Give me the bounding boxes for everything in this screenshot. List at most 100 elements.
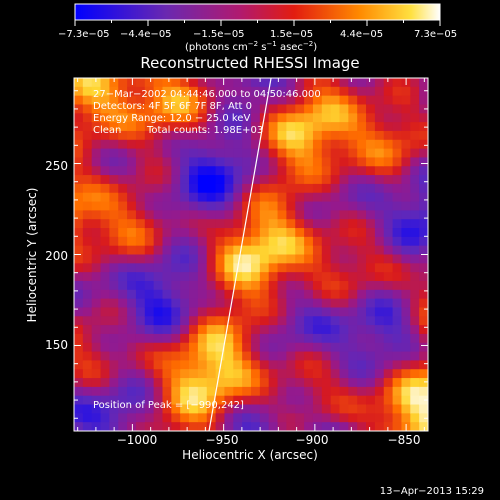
heatmap-cell [330,228,341,238]
heatmap-cell [197,369,208,379]
heatmap-cell [109,245,119,256]
colorbar-tick-5: 4.4e−05 [340,29,383,40]
heatmap-cell [233,325,243,335]
heatmap-cell [392,192,403,203]
heatmap-cell [82,386,93,397]
heatmap-cell [295,289,305,300]
heatmap-cell [304,113,314,123]
heatmap-cell [357,113,367,123]
heatmap-cell [153,280,164,291]
heatmap-cell [82,139,93,150]
heatmap-cell [109,201,119,211]
heatmap-cell [100,236,110,247]
heatmap-cell [242,157,252,167]
heatmap-cell [304,166,314,176]
heatmap-cell [295,272,305,282]
heatmap-cell [127,245,137,256]
heatmap-cell [109,280,119,291]
heatmap-cell [91,210,102,220]
heatmap-cell [74,280,84,291]
heatmap-cell [401,236,411,247]
heatmap-cell [348,201,358,211]
heatmap-cell [357,316,367,326]
heatmap-cell [118,236,128,247]
heatmap-cell [392,104,403,114]
heatmap-cell [233,369,243,379]
heatmap-cell [109,307,119,317]
heatmap-cell [215,139,226,150]
heatmap-cell [153,166,164,176]
heatmap-cell [180,148,190,159]
heatmap-cell [189,130,199,141]
heatmap-cell [259,254,270,264]
heatmap-cell [109,236,119,247]
heatmap-cell [259,245,270,256]
heatmap-cell [374,280,385,291]
heatmap-cell [153,192,164,203]
heatmap-cell [392,228,403,238]
heatmap-cell [330,130,341,141]
heatmap-cell [242,325,252,335]
heatmap-cell [330,166,341,176]
heatmap-cell [206,175,217,185]
heatmap-cell [321,148,332,159]
heatmap-cell [286,360,296,370]
heatmap-cell [135,289,146,300]
heatmap-cell [118,175,128,185]
heatmap-cell [189,245,199,256]
heatmap-cell [366,166,376,176]
heatmap-cell [268,95,279,106]
heatmap-cell [410,289,420,300]
heatmap-cell [91,157,102,167]
heatmap-cell [366,360,376,370]
heatmap-cell [277,104,287,114]
heatmap-cell [410,139,420,150]
heatmap-cell [74,175,84,185]
heatmap-cell [410,157,420,167]
heatmap-cell [401,86,411,97]
heatmap-cell [259,395,270,406]
heatmap-cell [383,157,394,167]
heatmap-cell [259,378,270,388]
heatmap-cell [82,95,93,106]
heatmap-cell [189,78,199,88]
heatmap-cell [153,254,164,264]
heatmap-cell [304,272,314,282]
heatmap-cell [357,86,367,97]
heatmap-cell [74,307,84,317]
heatmap-cell [100,183,110,194]
heatmap-cell [100,413,110,423]
heatmap-cell [312,280,323,291]
heatmap-cell [374,236,385,247]
heatmap-cell [118,104,128,114]
heatmap-cell [277,228,287,238]
heatmap-cell [419,210,428,220]
heatmap-cell [91,95,102,106]
heatmap-cell [348,378,358,388]
heatmap-cell [419,386,428,397]
heatmap-cell [144,386,155,397]
heatmap-cell [153,175,164,185]
heatmap-cell [286,236,296,247]
heatmap-cell [321,130,332,141]
heatmap-cell [144,422,155,431]
heatmap-cell [410,78,420,88]
heatmap-cell [74,360,84,370]
heatmap-cell [127,289,137,300]
heatmap-cell [259,192,270,203]
heatmap-cell [321,422,332,431]
heatmap-cell [251,386,261,397]
heatmap-cell [286,378,296,388]
heatmap-cell [91,422,102,431]
heatmap-cell [419,219,428,229]
heatmap-cell [189,272,199,282]
heatmap-cell [197,104,208,114]
heatmap-cell [295,263,305,273]
heatmap-cell [162,254,172,264]
heatmap-cell [197,378,208,388]
heatmap-cell [295,422,305,431]
heatmap-cell [206,166,217,176]
heatmap-cell [312,95,323,106]
heatmap-cell [109,254,119,264]
heatmap-cell [206,316,217,326]
